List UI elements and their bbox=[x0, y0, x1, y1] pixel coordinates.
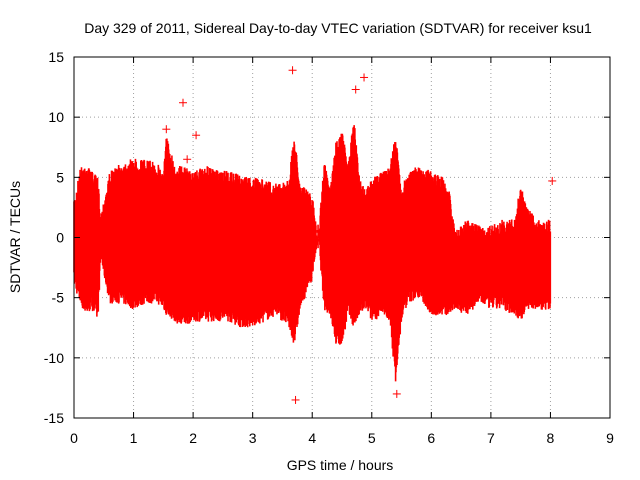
y-tick-label: 5 bbox=[56, 169, 64, 185]
data-series bbox=[73, 66, 557, 404]
y-tick-label: -15 bbox=[44, 410, 64, 426]
data-point bbox=[178, 98, 187, 107]
x-tick-label: 4 bbox=[308, 430, 316, 446]
axis-ticks: 0 1 2 3 4 5 6 7 8 9 -15 -10 -5 0 5 10 15 bbox=[44, 49, 614, 446]
x-tick-label: 3 bbox=[249, 430, 257, 446]
x-tick-label: 0 bbox=[70, 430, 78, 446]
y-tick-label: -5 bbox=[52, 290, 65, 306]
x-axis-label: GPS time / hours bbox=[287, 457, 394, 473]
x-tick-label: 9 bbox=[606, 430, 614, 446]
data-point bbox=[183, 155, 192, 164]
y-tick-label: -10 bbox=[44, 350, 64, 366]
x-tick-label: 1 bbox=[130, 430, 138, 446]
y-tick-label: 15 bbox=[48, 49, 64, 65]
data-point bbox=[288, 66, 297, 75]
data-point bbox=[360, 73, 369, 82]
y-tick-label: 0 bbox=[56, 230, 64, 246]
data-point bbox=[392, 389, 401, 398]
x-tick-label: 5 bbox=[368, 430, 376, 446]
y-tick-label: 10 bbox=[48, 109, 64, 125]
x-tick-label: 8 bbox=[547, 430, 555, 446]
x-tick-label: 7 bbox=[487, 430, 495, 446]
data-point bbox=[548, 176, 557, 185]
x-tick-label: 2 bbox=[189, 430, 197, 446]
data-point bbox=[291, 395, 300, 404]
data-point bbox=[192, 131, 201, 140]
y-axis-label: SDTVAR / TECUs bbox=[7, 181, 23, 293]
x-tick-label: 6 bbox=[427, 430, 435, 446]
data-point bbox=[351, 85, 360, 94]
data-point bbox=[162, 125, 171, 134]
chart-title: Day 329 of 2011, Sidereal Day-to-day VTE… bbox=[84, 20, 592, 36]
